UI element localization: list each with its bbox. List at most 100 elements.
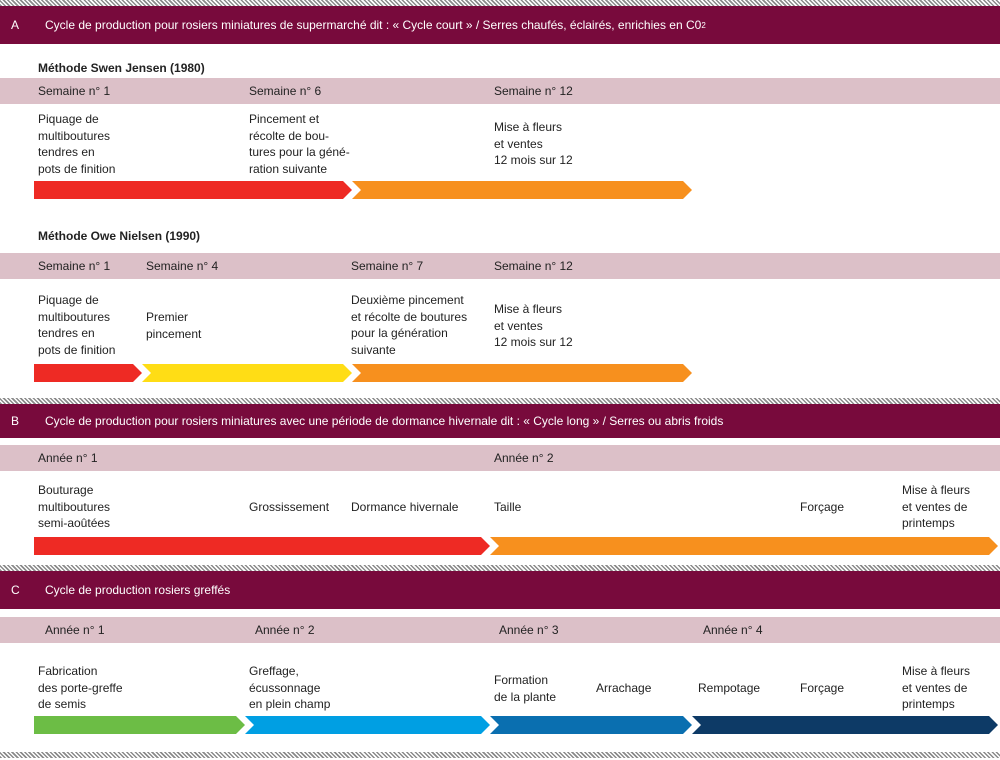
step-line: Bouturage <box>38 483 94 497</box>
arrow-a1-orange <box>352 181 692 199</box>
step-line: récolte de bou- <box>249 128 330 143</box>
step-text: Grossissement <box>249 499 329 516</box>
section-c-year-band: Année n° 1 Année n° 2 Année n° 3 Année n… <box>0 617 1000 643</box>
step-line: multiboutures <box>38 128 111 143</box>
step-text: Dormance hivernale <box>351 499 458 516</box>
step-line: Fabrication <box>38 664 98 678</box>
step-line: en plein champ <box>249 697 331 711</box>
arrow-c-mid-blue <box>490 716 692 734</box>
step-line: Mise à fleurs <box>494 120 563 134</box>
section-a-header: A Cycle de production pour rosiers minia… <box>0 6 1000 44</box>
step-line: pour la génération <box>351 326 448 340</box>
step-line: et récolte de boutures <box>351 309 468 324</box>
step-line: et ventes <box>494 318 543 333</box>
step-line: printemps <box>902 516 955 530</box>
arrow-a2-yellow <box>142 364 352 382</box>
step-text: Mise à fleurs et ventes 12 mois sur 12 <box>494 119 573 169</box>
year-label: Année n° 2 <box>255 623 315 637</box>
step-line: pincement <box>146 326 202 341</box>
section-b-title: Cycle de production pour rosiers miniatu… <box>45 414 724 428</box>
step-line: ration suivante <box>249 161 328 176</box>
step-line: Arrachage <box>596 681 652 695</box>
method-nielsen-title: Méthode Owe Nielsen (1990) <box>38 229 201 243</box>
arrow-c-dark-blue <box>692 716 998 734</box>
step-line: tendres en <box>38 145 95 159</box>
arrow-a1-red <box>34 181 352 199</box>
step-line: Mise à fleurs <box>494 302 563 316</box>
divider-a-b <box>0 398 1000 404</box>
step-line: Taille <box>494 500 522 514</box>
step-text: Formation de la plante <box>494 672 556 705</box>
step-line: écussonnage <box>249 680 321 695</box>
step-text: Mise à fleurs et ventes de printemps <box>902 482 970 532</box>
week-label: Semaine n° 1 <box>38 84 111 98</box>
arrow-a2-red <box>34 364 142 382</box>
step-text: Bouturage multiboutures semi-aoûtées <box>38 482 110 532</box>
section-b-year-band: Année n° 1 Année n° 2 <box>0 445 1000 471</box>
section-c-letter: C <box>11 583 20 597</box>
step-line: printemps <box>902 697 955 711</box>
section-b-header: B Cycle de production pour rosiers minia… <box>0 404 1000 438</box>
bottom-border <box>0 752 1000 758</box>
step-line: Grossissement <box>249 500 330 514</box>
step-line: Deuxième pincement <box>351 293 464 307</box>
week-label: Semaine n° 1 <box>38 259 111 273</box>
step-line: pots de finition <box>38 161 116 176</box>
arrow-a2-orange <box>352 364 692 382</box>
step-line: multiboutures <box>38 499 111 514</box>
year-label: Année n° 4 <box>703 623 763 637</box>
step-line: Pincement et <box>249 112 320 126</box>
step-line: Piquage de <box>38 293 99 307</box>
step-line: et ventes de <box>902 499 968 514</box>
step-line: Mise à fleurs <box>902 664 971 678</box>
step-line: 12 mois sur 12 <box>494 153 573 167</box>
co2-subscript: 2 <box>701 20 706 30</box>
section-a-title: Cycle de production pour rosiers miniatu… <box>45 18 706 32</box>
step-line: Premier <box>146 310 189 324</box>
method-nielsen-week-band: Semaine n° 1 Semaine n° 4 Semaine n° 7 S… <box>0 253 1000 279</box>
arrow-b-orange <box>490 537 998 555</box>
section-c-title: Cycle de production rosiers greffés <box>45 583 231 597</box>
year-label: Année n° 2 <box>494 451 554 465</box>
step-line: Rempotage <box>698 681 761 695</box>
week-label: Semaine n° 4 <box>146 259 219 273</box>
step-line: Forçage <box>800 681 845 695</box>
step-line: 12 mois sur 12 <box>494 335 573 349</box>
step-line: Formation <box>494 673 549 687</box>
step-text: Deuxième pincement et récolte de boutures… <box>351 292 467 358</box>
step-line: Piquage de <box>38 112 99 126</box>
step-text: Fabrication des porte-greffe de semis <box>38 663 123 713</box>
step-line: multiboutures <box>38 309 111 324</box>
step-line: tures pour la géné- <box>249 145 350 159</box>
step-line: Dormance hivernale <box>351 500 459 514</box>
step-line: tendres en <box>38 326 95 340</box>
step-line: pots de finition <box>38 342 116 357</box>
section-b-letter: B <box>11 414 20 428</box>
step-text: Rempotage <box>698 680 760 697</box>
step-text: Taille <box>494 499 521 516</box>
step-line: et ventes de <box>902 680 968 695</box>
arrow-c-light-blue <box>245 716 490 734</box>
year-label: Année n° 1 <box>38 451 98 465</box>
week-label: Semaine n° 7 <box>351 259 424 273</box>
divider-b-c <box>0 565 1000 571</box>
step-line: suivante <box>351 342 396 357</box>
step-line: et ventes <box>494 136 543 151</box>
step-line: de la plante <box>494 689 557 704</box>
week-label: Semaine n° 12 <box>494 84 573 98</box>
step-text: Piquage de multiboutures tendres en pots de… <box>38 111 115 177</box>
step-text: Greffage, écussonnage en plein champ <box>249 663 330 713</box>
step-line: Forçage <box>800 500 845 514</box>
section-a-letter: A <box>11 18 20 32</box>
section-c-header: C Cycle de production rosiers greffés <box>0 571 1000 609</box>
step-text: Premier pincement <box>146 309 201 342</box>
top-border <box>0 0 1000 6</box>
week-label: Semaine n° 12 <box>494 259 573 273</box>
step-text: Mise à fleurs et ventes 12 mois sur 12 <box>494 301 573 351</box>
step-text: Arrachage <box>596 680 651 697</box>
step-text: Piquage de multiboutures tendres en pots de… <box>38 292 115 358</box>
year-label: Année n° 1 <box>45 623 105 637</box>
method-jensen-title: Méthode Swen Jensen (1980) <box>38 61 205 75</box>
week-label: Semaine n° 6 <box>249 84 322 98</box>
